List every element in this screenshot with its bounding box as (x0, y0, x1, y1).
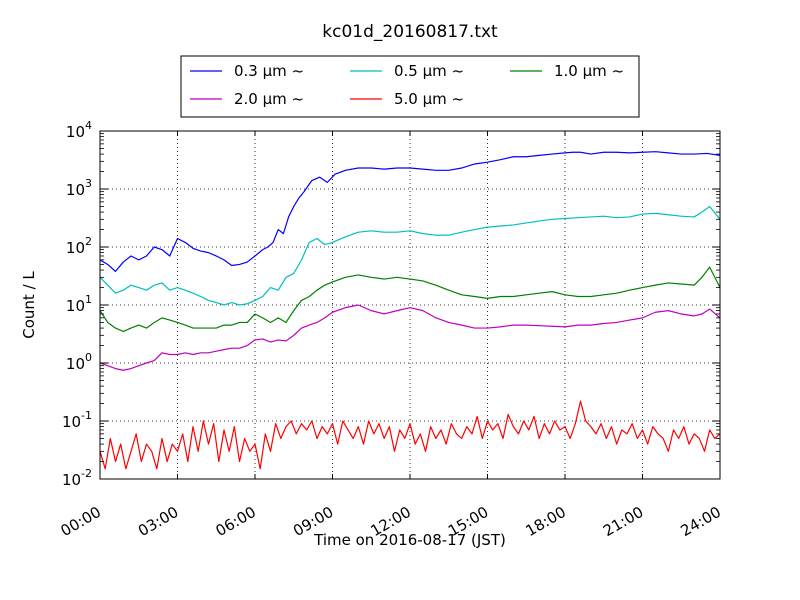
y-tick-label: 104 (66, 119, 92, 141)
legend-label: 5.0 μm ~ (394, 90, 464, 108)
x-axis-label: Time on 2016-08-17 (JST) (313, 531, 506, 549)
chart-title: kc01d_20160817.txt (322, 22, 498, 42)
legend-label: 2.0 μm ~ (234, 90, 304, 108)
series-line-2 (100, 266, 720, 333)
legend-item-3: 2.0 μm ~ (190, 90, 304, 108)
legend-label: 1.0 μm ~ (554, 62, 624, 80)
series-line-4 (100, 400, 720, 470)
legend-item-1: 0.5 μm ~ (350, 62, 464, 80)
y-tick-label: 103 (66, 177, 92, 199)
y-tick-label: 10-1 (62, 409, 92, 431)
y-axis-label: Count / L (20, 271, 38, 339)
series-lines (100, 151, 720, 470)
grid-lines (100, 131, 720, 479)
legend-item-2: 1.0 μm ~ (510, 62, 624, 80)
y-tick-label: 10-2 (62, 467, 92, 489)
series-line-1 (100, 205, 720, 306)
legend-label: 0.5 μm ~ (394, 62, 464, 80)
legend-item-4: 5.0 μm ~ (350, 90, 464, 108)
series-line-0 (100, 151, 720, 272)
y-tick-label: 102 (66, 235, 92, 257)
legend: 0.3 μm ~ 0.5 μm ~ 1.0 μm ~ 2.0 μm ~ 5.0 μm ~ (180, 55, 640, 118)
series-line-3 (100, 304, 720, 371)
legend-label: 0.3 μm ~ (234, 62, 304, 80)
legend-item-0: 0.3 μm ~ (190, 62, 304, 80)
y-tick-label: 100 (66, 351, 92, 373)
legend-box (180, 55, 640, 118)
y-tick-label: 101 (66, 293, 92, 315)
